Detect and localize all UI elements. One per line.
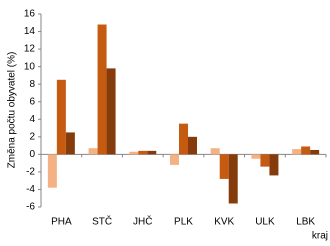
x-tick-label: STČ xyxy=(92,215,112,228)
bar xyxy=(170,154,179,165)
y-tick-label: 12 xyxy=(24,44,36,55)
y-tick-label: 16 xyxy=(24,9,36,20)
x-tick-label: KVK xyxy=(214,217,234,228)
x-tick-label: JHČ xyxy=(133,215,152,228)
bar xyxy=(138,150,148,155)
y-tick-label: -6 xyxy=(26,202,35,213)
y-tick-label: 0 xyxy=(29,149,35,160)
x-axis-label: kraj xyxy=(312,231,328,242)
y-tick-label: 4 xyxy=(29,114,35,125)
bar xyxy=(269,154,279,176)
y-tick-label: -4 xyxy=(26,184,35,195)
y-tick-label: 2 xyxy=(29,131,35,142)
y-tick-label: 10 xyxy=(24,61,36,72)
bar xyxy=(65,132,75,155)
bar xyxy=(188,136,197,155)
bar xyxy=(301,146,311,155)
y-tick-label: 6 xyxy=(29,96,35,107)
bar xyxy=(97,24,107,155)
bar xyxy=(56,79,66,155)
bar xyxy=(106,68,116,155)
bar xyxy=(147,150,157,155)
bar xyxy=(47,154,57,188)
bar xyxy=(210,148,220,155)
bar xyxy=(129,151,139,155)
x-tick-label: ULK xyxy=(255,217,275,228)
bar xyxy=(310,149,320,155)
bar xyxy=(219,154,229,179)
y-axis-label: Změna počtu obyvatel (%) xyxy=(7,52,18,169)
x-tick-label: PLK xyxy=(174,217,193,228)
bar xyxy=(251,154,261,159)
y-tick-label: -2 xyxy=(26,167,35,178)
bar xyxy=(179,123,188,155)
bar xyxy=(292,149,302,155)
bar xyxy=(228,154,238,204)
y-tick-label: 8 xyxy=(29,79,35,90)
bar xyxy=(260,154,270,167)
y-tick-label: 14 xyxy=(24,26,36,37)
bar xyxy=(88,148,98,155)
x-tick-label: PHA xyxy=(51,217,72,228)
x-tick-label: LBK xyxy=(296,217,315,228)
